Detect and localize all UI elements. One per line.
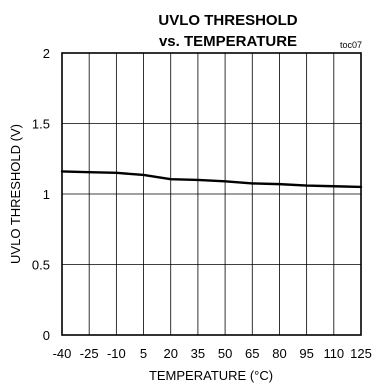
plot-frame: [61, 52, 362, 336]
x-tick-label: 95: [299, 346, 313, 361]
x-tick-label: 65: [245, 346, 259, 361]
y-axis-label: UVLO THRESHOLD (V): [8, 124, 23, 264]
y-tick-label: 1: [43, 187, 50, 202]
x-tick-label: -10: [107, 346, 126, 361]
y-tick-label: 0: [43, 328, 50, 343]
chart-title: UVLO THRESHOLD: [158, 12, 297, 29]
figure-code: toc07: [340, 40, 362, 50]
x-tick-label: 20: [163, 346, 177, 361]
y-tick-label: 2: [43, 46, 50, 61]
x-tick-label: 35: [191, 346, 205, 361]
y-tick-label: 1.5: [32, 117, 50, 132]
x-tick-label: 110: [323, 346, 344, 361]
x-tick-label: -40: [53, 346, 72, 361]
y-tick-label: 0.5: [32, 258, 50, 273]
x-tick-label: 80: [272, 346, 286, 361]
series-group: [60, 170, 363, 189]
tick-labels: -40 -25 -10 5 20 35 50 65 80 95 110 125 0 0.5 1 1.5 2: [32, 46, 372, 361]
x-tick-label: -25: [80, 346, 99, 361]
x-tick-label: 50: [218, 346, 232, 361]
chart-subtitle: vs. TEMPERATURE: [159, 33, 297, 50]
series-line-0: [60, 170, 363, 189]
x-tick-label: 125: [350, 346, 372, 361]
x-tick-label: 5: [140, 346, 147, 361]
grid-lines: [62, 53, 361, 335]
x-axis-label: TEMPERATURE (°C): [149, 368, 273, 383]
